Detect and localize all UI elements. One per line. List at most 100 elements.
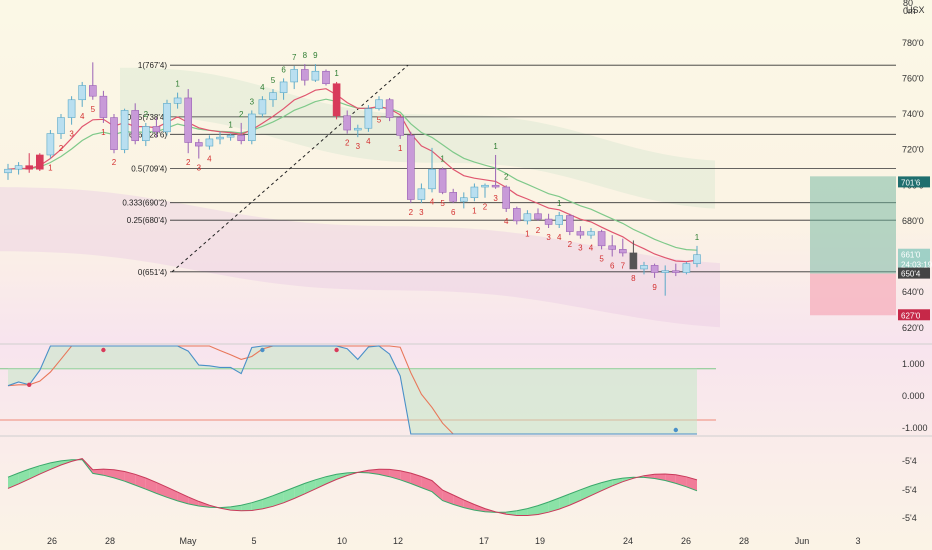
candle-body bbox=[279, 81, 288, 93]
date-tick-label: Jun bbox=[795, 536, 810, 546]
candle-body bbox=[385, 99, 394, 118]
td-count: 1 bbox=[493, 142, 498, 151]
macd-tick-label: 0.000 bbox=[902, 391, 925, 401]
candle-body bbox=[608, 245, 617, 250]
date-axis[interactable]: 26 28 May 5 10 12 17 19 24 26 28 Jun 3 bbox=[47, 536, 861, 546]
date-tick-label: 3 bbox=[855, 536, 860, 546]
date-tick-label: 10 bbox=[337, 536, 347, 546]
td-count: 5 bbox=[271, 76, 276, 85]
macd-cross-dot bbox=[101, 347, 106, 353]
candle-body bbox=[523, 213, 532, 222]
fib-label: 0.333(690'2) bbox=[122, 199, 167, 208]
td-count: 1 bbox=[398, 144, 403, 153]
td-count: 4 bbox=[589, 244, 594, 253]
macd-cross-dot bbox=[260, 347, 265, 353]
fibonacci-levels: 1(767'4)0.75(738'4)0.666(728'6)0.5(709'4… bbox=[122, 61, 896, 277]
candle-body bbox=[237, 135, 245, 142]
candle-body bbox=[682, 263, 691, 273]
td-count: 2 bbox=[144, 110, 149, 119]
long-position-tool[interactable] bbox=[810, 176, 896, 316]
fib-label: 0(651'4) bbox=[138, 268, 167, 277]
candle-body bbox=[661, 270, 670, 273]
td-count: 1 bbox=[175, 80, 180, 89]
td-count: 3 bbox=[419, 208, 424, 217]
td-count: 2 bbox=[239, 110, 244, 119]
price-tag-label: 661'0 bbox=[901, 251, 921, 260]
candle-body bbox=[120, 110, 129, 150]
osc-fill-segment bbox=[29, 465, 40, 480]
osc-fill-segment bbox=[50, 460, 61, 470]
price-tick-label: 780'0 bbox=[902, 38, 924, 48]
td-count: 3 bbox=[578, 244, 583, 253]
macd-cross-dot bbox=[27, 382, 32, 387]
osc-fill-segment bbox=[145, 478, 157, 494]
date-tick-label: 26 bbox=[47, 536, 57, 546]
candle-body bbox=[332, 83, 341, 117]
candle-body bbox=[131, 110, 139, 142]
osc-fill-segment bbox=[463, 499, 475, 511]
candle-body bbox=[481, 184, 489, 188]
fib-label: 0.5(709'4) bbox=[131, 165, 167, 174]
td-count: 2 bbox=[409, 208, 414, 217]
date-tick-label: 28 bbox=[105, 536, 115, 546]
macd-cross-dot bbox=[673, 427, 678, 433]
td-count: 1 bbox=[557, 199, 562, 208]
date-tick-label: 12 bbox=[393, 536, 403, 546]
candle-body bbox=[417, 188, 426, 200]
td-count: 6 bbox=[451, 208, 456, 217]
price-tag bbox=[898, 176, 930, 188]
td-count: 7 bbox=[292, 53, 297, 62]
candle-body bbox=[512, 208, 521, 222]
macd-axis: 1.000 0.000 -1.000 bbox=[902, 359, 928, 433]
osc-fill-segment bbox=[421, 476, 432, 492]
td-count: 1 bbox=[440, 154, 445, 163]
td-count: 4 bbox=[366, 137, 371, 146]
price-tick-label: 680'0 bbox=[902, 216, 924, 226]
macd-tick-label: -1.000 bbox=[902, 423, 928, 433]
candle-body bbox=[438, 168, 447, 193]
osc-fill-segment bbox=[177, 492, 189, 504]
osc-fill-segment bbox=[432, 480, 443, 501]
candle-body bbox=[269, 92, 277, 101]
td-count: 3 bbox=[546, 233, 551, 242]
osc-fill-segment bbox=[601, 479, 613, 491]
osc-fill-segment bbox=[442, 490, 454, 505]
price-tag bbox=[898, 267, 930, 279]
td-count: 4 bbox=[260, 83, 265, 92]
td-count: 4 bbox=[557, 233, 562, 242]
td-count: 4 bbox=[430, 197, 435, 206]
td-count: 3 bbox=[197, 164, 202, 173]
date-tick-label: May bbox=[179, 536, 197, 546]
currency-top: 80 bbox=[903, 0, 913, 8]
td-count: 7 bbox=[621, 262, 626, 271]
candle-body bbox=[502, 186, 511, 209]
candle-body bbox=[587, 231, 595, 236]
td-count: 2 bbox=[536, 226, 541, 235]
currency-unit: USX bbox=[906, 5, 925, 15]
osc-fast-line bbox=[7, 459, 698, 513]
fib-label: 0.75(738'4) bbox=[127, 113, 168, 122]
candle-body bbox=[258, 99, 267, 115]
date-tick-label: 26 bbox=[681, 536, 691, 546]
candle-body bbox=[89, 85, 97, 97]
candle-body bbox=[205, 138, 214, 147]
candle-body bbox=[470, 186, 479, 199]
td-count: 3 bbox=[69, 130, 74, 139]
td-count: 9 bbox=[313, 51, 318, 60]
td-count: 1 bbox=[101, 128, 106, 137]
currency-mid: 0m bbox=[903, 6, 916, 16]
td-count: 4 bbox=[504, 217, 509, 226]
macd-fill bbox=[8, 346, 697, 434]
candle-body bbox=[618, 249, 627, 254]
td-count: 1 bbox=[472, 206, 477, 215]
td-count: 2 bbox=[483, 203, 488, 212]
date-tick-label: 5 bbox=[251, 536, 256, 546]
candle-body bbox=[163, 103, 171, 133]
candle-body bbox=[4, 168, 12, 174]
osc-tick-label: -5'4 bbox=[902, 485, 917, 495]
dashed-trendline[interactable] bbox=[171, 64, 409, 273]
osc-fill-segment bbox=[336, 472, 348, 480]
price-axis[interactable]: 780'0760'0740'0720'0700'0680'0640'0620'0… bbox=[898, 38, 932, 333]
